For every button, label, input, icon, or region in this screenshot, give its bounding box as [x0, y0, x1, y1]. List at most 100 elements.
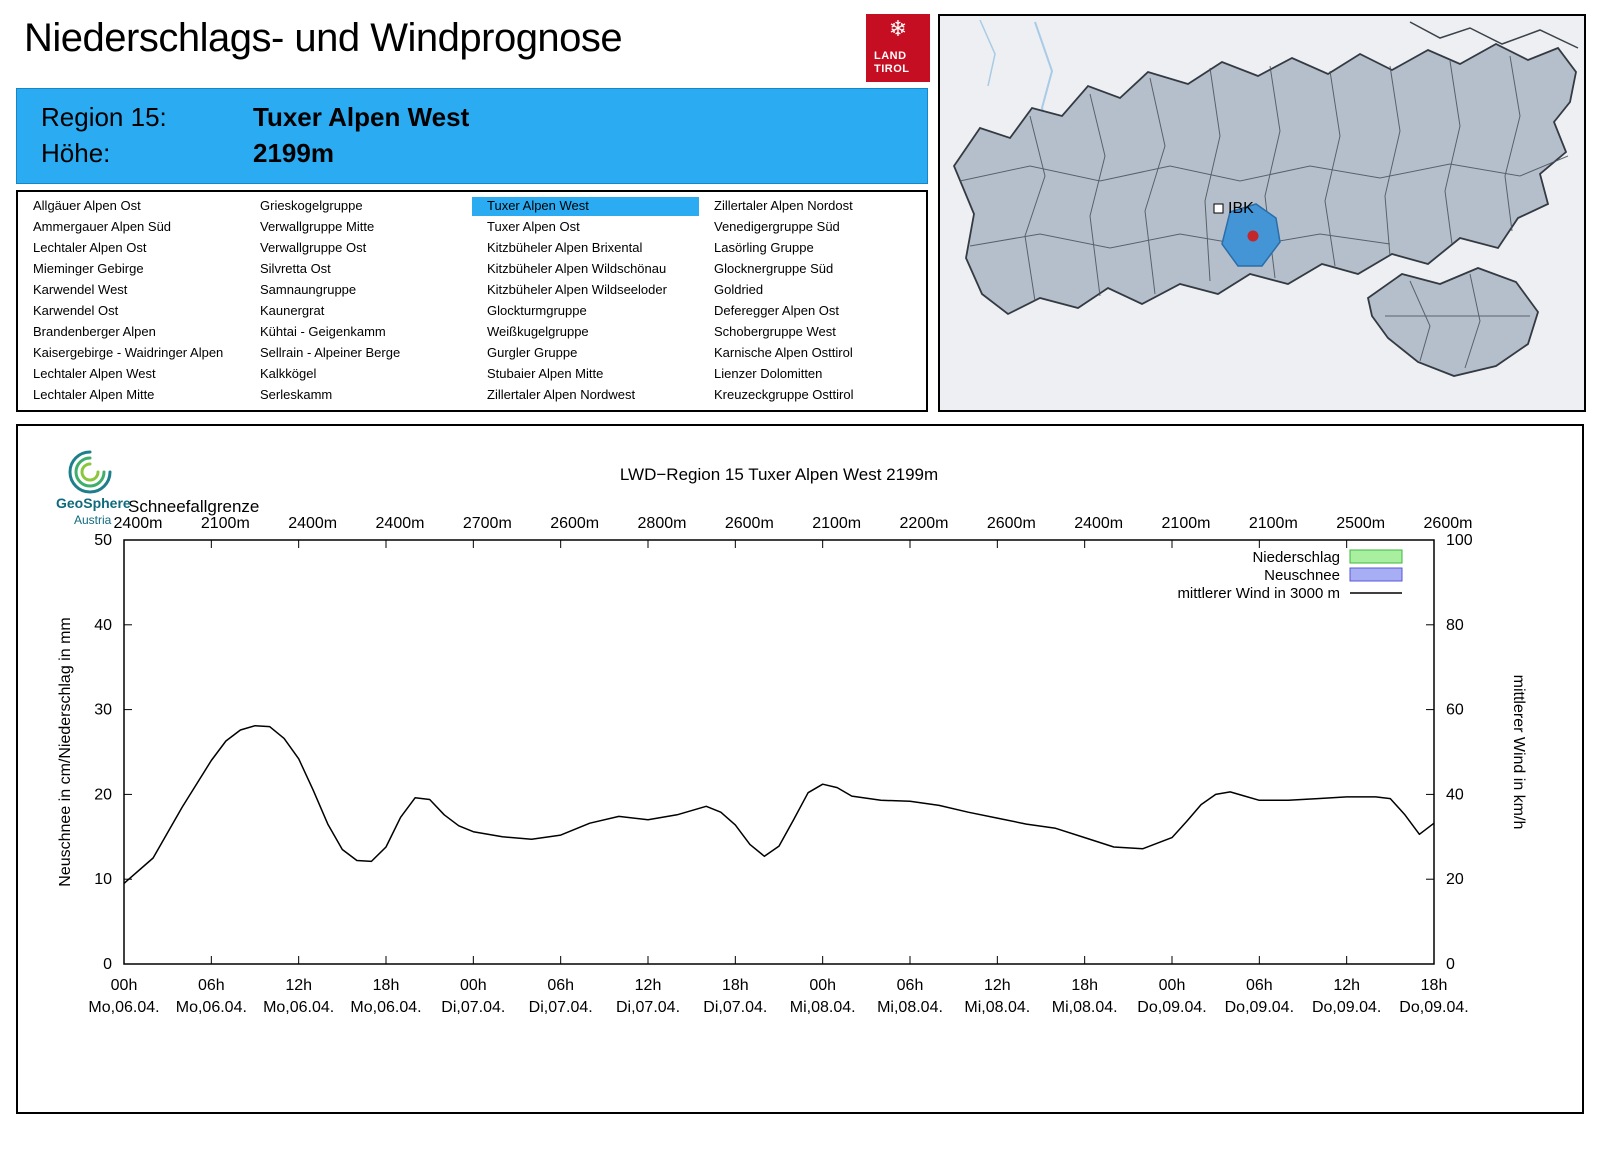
- region-list-item[interactable]: Tuxer Alpen West: [472, 197, 699, 216]
- forecast-chart-panel: LWD−Region 15 Tuxer Alpen West 2199m Schn…: [16, 424, 1584, 1114]
- region-list-item[interactable]: Karwendel West: [33, 282, 128, 298]
- x-tick-hour-label: 00h: [111, 977, 138, 994]
- snowline-value: 2500m: [1336, 515, 1385, 532]
- region-list-column: Tuxer Alpen West Tuxer Alpen Ost Kitzbühel…: [472, 196, 699, 406]
- x-tick-date-label: Do,09.04.: [1399, 999, 1468, 1016]
- region-list-item[interactable]: Glocknergruppe Süd: [714, 261, 834, 277]
- region-list-item[interactable]: Lechtaler Alpen Ost: [33, 240, 147, 256]
- legend-label: mittlerer Wind in 3000 m: [1177, 585, 1340, 602]
- region-list-column: Zillertaler Alpen Nordost Venedigergruppe…: [699, 196, 926, 406]
- region-list-item[interactable]: Gurgler Gruppe: [487, 345, 578, 361]
- x-tick-hour-label: 12h: [984, 977, 1011, 994]
- region-marker-dot: [1247, 230, 1259, 242]
- legend-label: Neuschnee: [1264, 567, 1340, 584]
- legend-swatch: [1349, 567, 1403, 582]
- snowflake-icon: ❄: [888, 16, 908, 41]
- region-list-item[interactable]: Venedigergruppe Süd: [714, 219, 840, 235]
- y-right-label: 0: [1446, 956, 1455, 973]
- region-list-item[interactable]: Kitzbüheler Alpen Wildschönau: [487, 261, 667, 277]
- y-right-label: 80: [1446, 617, 1464, 634]
- snowline-value: 2100m: [201, 515, 250, 532]
- region-list-item[interactable]: Allgäuer Alpen Ost: [33, 198, 141, 214]
- x-tick-hour-label: 18h: [1421, 977, 1448, 994]
- region-list-item[interactable]: Glockturmgruppe: [487, 303, 587, 319]
- x-tick-hour-label: 00h: [809, 977, 836, 994]
- region-list-item[interactable]: Weißkugelgruppe: [487, 324, 589, 340]
- forecast-chart: LWD−Region 15 Tuxer Alpen West 2199m Schn…: [57, 465, 1527, 1016]
- region-list-item[interactable]: Karnische Alpen Osttirol: [714, 345, 853, 361]
- wind-line: [123, 724, 1435, 884]
- region-list-item[interactable]: Kaunergrat: [260, 303, 325, 319]
- land-tirol-logo: ❄ LAND TIROL: [866, 14, 930, 82]
- region-list-item[interactable]: Tuxer Alpen Ost: [487, 219, 580, 235]
- region-list-item[interactable]: Lasörling Gruppe: [714, 240, 814, 256]
- y-left-label: 10: [94, 871, 112, 888]
- snowline-value: 2100m: [1162, 515, 1211, 532]
- region-list-item[interactable]: Goldried: [714, 282, 764, 298]
- snowline-value: 2600m: [987, 515, 1036, 532]
- region-list-item[interactable]: Silvretta Ost: [260, 261, 331, 277]
- region-list-item[interactable]: Kitzbüheler Alpen Wildseeloder: [487, 282, 667, 298]
- region-list-item[interactable]: Karwendel Ost: [33, 303, 119, 319]
- geosphere-arcs-icon: [68, 450, 112, 494]
- region-list-item[interactable]: Deferegger Alpen Ost: [714, 303, 840, 319]
- region-list-item[interactable]: Stubaier Alpen Mitte: [487, 366, 604, 382]
- altitude-label: Höhe:: [41, 138, 111, 168]
- region-list-item[interactable]: Verwallgruppe Mitte: [260, 219, 375, 235]
- region-list-item[interactable]: Kalkkögel: [260, 366, 317, 382]
- y-axis-title-right: mittlerer Wind in km/h: [1510, 675, 1527, 830]
- plot-border: [123, 539, 1435, 965]
- region-list-item[interactable]: Lechtaler Alpen Mitte: [33, 387, 155, 403]
- region-list-item[interactable]: Kitzbüheler Alpen Brixental: [487, 240, 643, 256]
- region-list-item[interactable]: Grieskogelgruppe: [260, 198, 363, 214]
- snowline-value: 2400m: [376, 515, 425, 532]
- page-title: Niederschlags- und Windprognose: [24, 16, 623, 60]
- region-list-item[interactable]: Zillertaler Alpen Nordwest: [487, 387, 636, 403]
- x-tick-date-label: Do,09.04.: [1312, 999, 1381, 1016]
- region-list-item[interactable]: Samnaungruppe: [260, 282, 357, 298]
- chart-title: LWD−Region 15 Tuxer Alpen West 2199m: [620, 465, 938, 484]
- region-header: Region 15: Tuxer Alpen West Höhe: 2199m: [16, 88, 928, 184]
- y-right-label: 60: [1446, 702, 1464, 719]
- y-axis-title-left: Neuschnee in cm/Niederschlag in mm: [57, 617, 74, 886]
- y-left-label: 30: [94, 702, 112, 719]
- snowline-value: 2600m: [1424, 515, 1473, 532]
- x-tick-date-label: Mi,08.04.: [877, 999, 943, 1016]
- map-container: IBK: [938, 14, 1586, 412]
- region-list-item[interactable]: Lienzer Dolomitten: [714, 366, 823, 382]
- region-list-item[interactable]: Kühtai - Geigenkamm: [260, 324, 386, 340]
- region-list-item[interactable]: Ammergauer Alpen Süd: [33, 219, 172, 235]
- x-tick-hour-label: 06h: [198, 977, 225, 994]
- geosphere-logo: GeoSphere Austria: [48, 444, 158, 534]
- x-tick-hour-label: 12h: [635, 977, 662, 994]
- y-right-label: 40: [1446, 786, 1464, 803]
- region-list-item[interactable]: Serleskamm: [260, 387, 333, 403]
- x-tick-date-label: Mi,08.04.: [1052, 999, 1118, 1016]
- national-border-line: [1409, 21, 1579, 49]
- geosphere-text: GeoSphere: [56, 495, 131, 511]
- snowline-value: 2100m: [812, 515, 861, 532]
- region-list-item[interactable]: Kreuzeckgruppe Osttirol: [714, 387, 854, 403]
- x-tick-hour-label: 18h: [722, 977, 749, 994]
- region-list-item[interactable]: Zillertaler Alpen Nordost: [714, 198, 853, 214]
- region-list-item[interactable]: Sellrain - Alpeiner Berge: [260, 345, 401, 361]
- snowline-value: 2700m: [463, 515, 512, 532]
- land-tirol-logo-text: LAND TIROL: [874, 50, 910, 76]
- region-list-item[interactable]: Lechtaler Alpen West: [33, 366, 156, 382]
- tirol-map[interactable]: IBK: [940, 16, 1584, 410]
- region-list-item[interactable]: Schobergruppe West: [714, 324, 836, 340]
- logo-line2: TIROL: [874, 62, 910, 75]
- geosphere-logo-graphic: GeoSphere Austria: [56, 450, 131, 527]
- x-tick-hour-label: 18h: [1071, 977, 1098, 994]
- region-list-item[interactable]: Mieminger Gebirge: [33, 261, 144, 277]
- x-tick-hour-label: 18h: [373, 977, 400, 994]
- x-tick-date-label: Di,07.04.: [703, 999, 767, 1016]
- x-tick-date-label: Do,09.04.: [1137, 999, 1206, 1016]
- region-value: Tuxer Alpen West: [253, 102, 470, 132]
- x-tick-hour-label: 00h: [1159, 977, 1186, 994]
- region-list-item[interactable]: Kaisergebirge - Waidringer Alpen: [33, 345, 224, 361]
- snowline-value: 2600m: [725, 515, 774, 532]
- river-line: [979, 19, 996, 87]
- region-list-item[interactable]: Brandenberger Alpen: [33, 324, 156, 340]
- region-list-item[interactable]: Verwallgruppe Ost: [260, 240, 367, 256]
